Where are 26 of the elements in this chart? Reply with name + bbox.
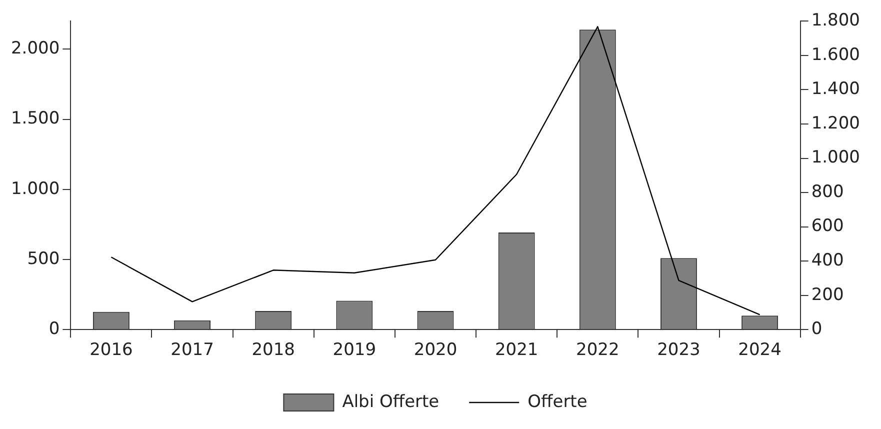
y-tick-label: 2.000 — [10, 38, 60, 59]
x-tick-label: 2021 — [494, 340, 538, 360]
y-tick-label: 1.000 — [10, 178, 60, 199]
y2-tick-label: 0 — [811, 319, 822, 340]
legend-label: Albi Offerte — [342, 392, 440, 412]
x-tick-label: 2017 — [170, 340, 214, 360]
y2-tick-label: 400 — [811, 250, 844, 270]
legend-label: Offerte — [528, 392, 588, 412]
x-tick-label: 2024 — [738, 340, 782, 360]
x-tick-label: 2023 — [657, 340, 700, 360]
y2-tick-label: 200 — [811, 284, 844, 305]
x-tick-label: 2016 — [90, 340, 133, 360]
y2-tick-label: 1.800 — [811, 10, 860, 31]
x-tick-label: 2020 — [414, 340, 458, 360]
x-tick-label: 2018 — [252, 340, 295, 360]
x-tick-label: 2022 — [576, 340, 620, 360]
y2-tick-label: 800 — [811, 182, 844, 202]
y2-tick-label: 1.400 — [811, 79, 860, 100]
y-tick-label: 500 — [27, 248, 60, 269]
y2-tick-label: 1.000 — [811, 148, 860, 168]
y-tick-label: 0 — [48, 319, 60, 340]
x-tick-label: 2019 — [332, 340, 376, 360]
y2-tick-label: 1.600 — [811, 44, 860, 65]
y-tick-label: 1.500 — [10, 108, 60, 129]
y2-tick-label: 600 — [811, 216, 844, 236]
y2-tick-label: 1.200 — [811, 113, 860, 134]
